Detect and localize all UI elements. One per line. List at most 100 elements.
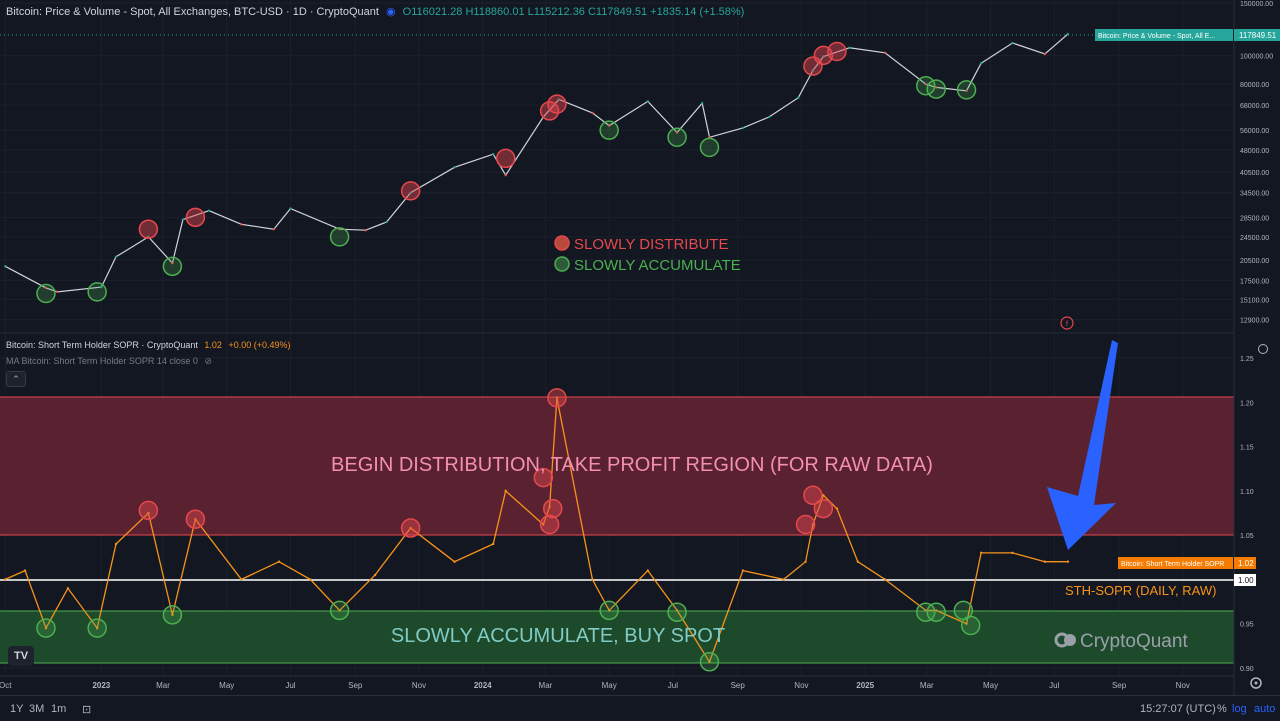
price-y-tick-label: 150000.00 [1240, 1, 1273, 8]
distribution-region [0, 397, 1234, 535]
price-point [1043, 52, 1047, 56]
price-point [56, 290, 59, 294]
sopr-point [114, 542, 118, 546]
x-tick-label: May [219, 681, 234, 690]
x-tick-label: May [983, 681, 998, 690]
sopr-point [240, 578, 243, 581]
price-point [797, 96, 800, 99]
price-point [848, 46, 851, 50]
price-title[interactable]: Bitcoin: Price & Volume - Spot, All Exch… [6, 6, 379, 18]
date-range-icon[interactable]: ⊡ [82, 704, 92, 716]
tradingview-logo[interactable]: TV [8, 646, 34, 666]
price-ohlc: O116021.28 H118860.01 L115212.36 C117849… [402, 6, 745, 18]
ma-hidden-icon[interactable]: ⊘ [204, 356, 212, 366]
x-tick-label: May [602, 681, 617, 690]
sopr-point [23, 569, 27, 572]
accumulate-marker [87, 282, 107, 302]
range-1y-button[interactable]: 1Y [10, 703, 24, 715]
accumulate-marker [916, 602, 936, 622]
markers [36, 41, 981, 672]
x-tick-label: Jul [668, 681, 678, 690]
price-point [385, 220, 388, 224]
price-y-tick-label: 24500.00 [1240, 235, 1269, 242]
x-tick-label: Sep [731, 681, 746, 690]
price-y-tick-label: 20500.00 [1240, 258, 1269, 265]
legend-accumulate-text: SLOWLY ACCUMULATE [574, 257, 741, 274]
distribution-region-label: BEGIN DISTRIBUTION, TAKE PROFIT REGION (… [331, 454, 933, 476]
accumulate-region-label: SLOWLY ACCUMULATE, BUY SPOT [391, 625, 725, 647]
distribute-marker [803, 485, 823, 506]
clock-time[interactable]: 15:27:07 (UTC) [1140, 703, 1216, 715]
cryptoquant-logo [1054, 632, 1076, 648]
price-point [207, 209, 211, 212]
distribute-marker [539, 101, 560, 121]
sopr-y-tick-label: 1.20 [1240, 400, 1254, 407]
range-1m-button[interactable]: 1m [51, 703, 67, 715]
auto-toggle[interactable]: auto [1254, 703, 1276, 715]
sopr-line-tag-value: 1.00 [1238, 576, 1254, 585]
x-tick-label: Mar [920, 681, 934, 690]
sopr-point [44, 626, 48, 630]
price-point [1066, 32, 1070, 36]
distribute-marker [400, 518, 421, 538]
distribute-marker [813, 498, 834, 519]
price-point [741, 126, 745, 130]
x-tick-label: Mar [156, 681, 170, 690]
distribute-marker [400, 181, 421, 201]
price-point [453, 166, 456, 169]
distribute-marker [547, 94, 567, 114]
price-y-tick-label: 15100.00 [1240, 297, 1269, 304]
price-tag-value: 117849.51 [1239, 31, 1277, 40]
sopr-point [373, 573, 377, 577]
collapse-legend-button[interactable]: ⌃ [6, 371, 26, 387]
bottom-toolbar: 1Y 3M 1m ⊡ 15:27:07 (UTC) % log auto [0, 695, 1280, 721]
price-point [181, 218, 185, 221]
price-y-tick-label: 68000.00 [1240, 103, 1269, 110]
sopr-scale-settings-icon[interactable] [1258, 344, 1268, 354]
price-y-tick-label: 48000.00 [1240, 148, 1269, 155]
accumulate-marker [599, 600, 619, 621]
sopr-y-tick-label: 1.10 [1240, 489, 1254, 496]
sopr-point [504, 489, 507, 493]
sopr-point [822, 494, 825, 497]
accumulate-marker [36, 618, 56, 638]
price-series [4, 32, 1070, 294]
arrow-annotation [1047, 340, 1118, 550]
sopr-point [646, 569, 650, 572]
ma-title[interactable]: MA Bitcoin: Short Term Holder SOPR 14 cl… [6, 356, 198, 366]
sopr-point [277, 560, 281, 563]
price-tag-value-bg [1234, 29, 1280, 41]
sopr-point [171, 613, 174, 617]
sopr-point [883, 578, 887, 581]
distribute-marker [138, 219, 159, 239]
price-visibility-icon[interactable]: ◉ [385, 6, 396, 18]
event-flag-icon[interactable] [1060, 316, 1074, 330]
accumulate-marker [667, 602, 687, 622]
accumulate-marker [329, 227, 350, 247]
sopr-point [542, 523, 545, 526]
accumulate-marker [956, 80, 977, 100]
sopr-point [453, 560, 456, 563]
range-3m-button[interactable]: 3M [29, 703, 45, 715]
sopr-tag-value-bg [1234, 557, 1256, 569]
accumulate-marker [960, 615, 981, 636]
x-tick-label: Sep [1112, 681, 1127, 690]
sopr-tag-label: Bitcoin: Short Term Holder SOPR [1121, 561, 1224, 568]
price-y-tick-label: 100000.00 [1240, 53, 1273, 60]
price-point [171, 261, 174, 265]
sopr-point [309, 578, 312, 581]
accumulate-marker [699, 652, 720, 672]
settings-gear-icon[interactable] [1250, 677, 1262, 689]
sopr-title[interactable]: Bitcoin: Short Term Holder SOPR · Crypto… [6, 340, 198, 350]
x-tick-label: Nov [794, 681, 808, 690]
price-y-tick-label: 17500.00 [1240, 278, 1269, 285]
price-point [114, 255, 118, 258]
sopr-legend: Bitcoin: Short Term Holder SOPR · Crypto… [6, 340, 291, 350]
price-point [811, 69, 815, 72]
sopr-point [338, 609, 341, 612]
price-point [409, 191, 412, 194]
sopr-point [965, 622, 968, 625]
log-toggle[interactable]: log [1232, 703, 1247, 715]
percent-toggle[interactable]: % [1217, 703, 1227, 715]
